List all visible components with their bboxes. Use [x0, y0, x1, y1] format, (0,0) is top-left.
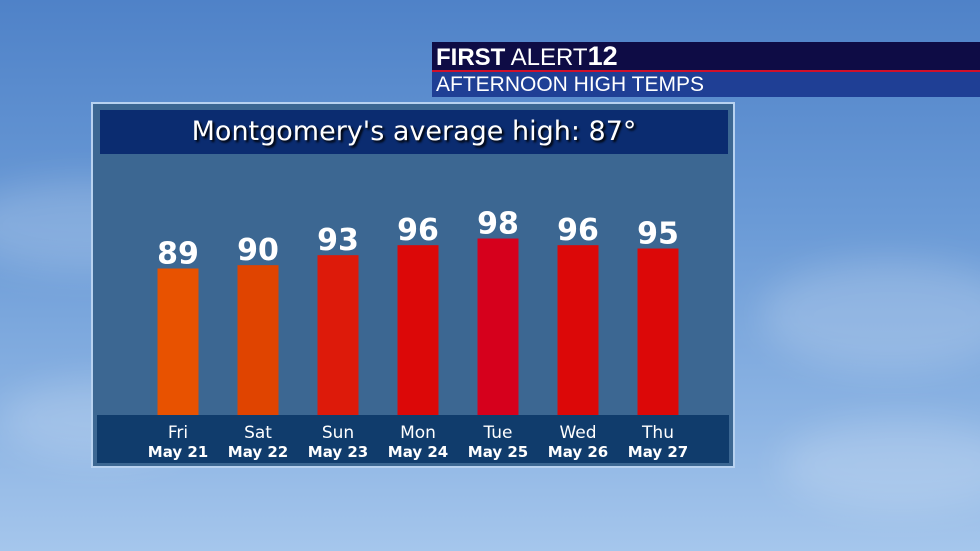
bar — [557, 245, 599, 415]
bar — [477, 238, 519, 415]
x-tick-label-date: May 21 — [148, 443, 208, 461]
chart-panel: Montgomery's average high: 87° 89 Fri May … — [91, 102, 735, 468]
x-tick-label-day: Mon — [400, 423, 436, 443]
x-tick-label-day: Sun — [322, 423, 354, 443]
x-tick-label-date: May 27 — [628, 443, 688, 461]
station-logo: FIRST ALERT12 — [436, 41, 618, 71]
data-label: 98 — [477, 207, 519, 242]
bar — [637, 248, 679, 415]
bar — [397, 245, 439, 415]
bar — [157, 268, 199, 415]
subtitle-bar: AFTERNOON HIGH TEMPS — [432, 72, 980, 97]
data-label: 95 — [637, 217, 679, 252]
bar — [317, 255, 359, 415]
bar — [237, 265, 279, 415]
data-label: 89 — [157, 236, 199, 271]
x-tick-label-day: Tue — [482, 423, 512, 443]
divider — [432, 70, 980, 72]
x-tick-label-date: May 24 — [388, 443, 448, 461]
day-label-band — [97, 415, 729, 463]
data-label: 96 — [557, 213, 599, 248]
brand-bar: FIRST ALERT12 — [432, 41, 980, 71]
x-tick-label-day: Wed — [559, 423, 596, 443]
x-tick-label-day: Sat — [244, 423, 272, 443]
x-tick-label-date: May 26 — [548, 443, 608, 461]
data-label: 93 — [317, 223, 359, 258]
x-tick-label-date: May 22 — [228, 443, 288, 461]
data-label: 96 — [397, 213, 439, 248]
x-tick-label-date: May 25 — [468, 443, 528, 461]
x-tick-label-date: May 23 — [308, 443, 368, 461]
x-tick-label-day: Fri — [168, 423, 188, 443]
chart-title: Montgomery's average high: 87° — [100, 110, 728, 154]
x-tick-label-day: Thu — [641, 423, 674, 443]
data-label: 90 — [237, 233, 279, 268]
graphic-subtitle: AFTERNOON HIGH TEMPS — [436, 73, 704, 96]
